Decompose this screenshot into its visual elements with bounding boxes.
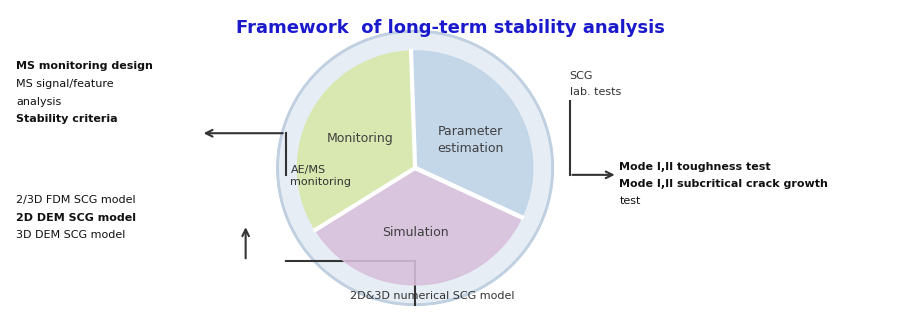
Text: 3D DEM SCG model: 3D DEM SCG model	[16, 230, 126, 240]
Text: SCG: SCG	[570, 71, 593, 81]
Polygon shape	[411, 51, 533, 217]
Text: test: test	[619, 196, 641, 206]
Text: lab. tests: lab. tests	[570, 87, 621, 97]
Text: Simulation: Simulation	[382, 226, 448, 239]
Text: AE/MS
monitoring: AE/MS monitoring	[291, 165, 352, 187]
Text: Mode I,II toughness test: Mode I,II toughness test	[619, 162, 771, 172]
Text: Mode I,II subcritical crack growth: Mode I,II subcritical crack growth	[619, 179, 828, 189]
Text: Parameter
estimation: Parameter estimation	[436, 125, 503, 155]
Text: 2D&3D numerical SCG model: 2D&3D numerical SCG model	[350, 291, 515, 301]
Text: analysis: analysis	[16, 97, 61, 107]
Text: Framework  of long-term stability analysis: Framework of long-term stability analysi…	[236, 19, 664, 37]
Text: 2/3D FDM SCG model: 2/3D FDM SCG model	[16, 195, 136, 205]
Ellipse shape	[277, 31, 553, 305]
Text: 2D DEM SCG model: 2D DEM SCG model	[16, 212, 136, 223]
Text: MS monitoring design: MS monitoring design	[16, 61, 153, 71]
Polygon shape	[315, 168, 522, 285]
Polygon shape	[298, 51, 415, 230]
Text: Stability criteria: Stability criteria	[16, 114, 118, 124]
Text: MS signal/feature: MS signal/feature	[16, 79, 114, 89]
Text: Monitoring: Monitoring	[327, 132, 393, 145]
